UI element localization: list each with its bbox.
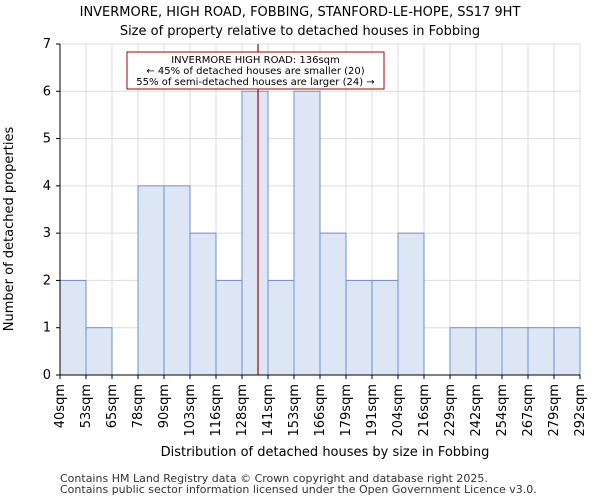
- bar-229sqm: [449, 327, 477, 376]
- x-tick-label: 40sqm: [53, 384, 68, 428]
- y-tick-label: 5: [43, 132, 51, 147]
- annotation-line-3: 55% of semi-detached houses are larger (…: [136, 77, 374, 88]
- bar-78sqm: [137, 185, 165, 376]
- axes: 0 1 2 3 4 5 6 7 40sqm 53sqm 65sqm 78sqm 90sqm 103sqm 1…: [43, 37, 588, 437]
- x-tick-label: 229sqm: [443, 384, 458, 437]
- bar-267sqm: [527, 327, 555, 376]
- bar-254sqm: [501, 327, 529, 376]
- y-tick-label: 3: [43, 226, 51, 241]
- bar-179sqm: [345, 279, 373, 376]
- bar-53sqm: [85, 327, 113, 376]
- bar-103sqm: [189, 232, 217, 376]
- bar-242sqm: [475, 327, 503, 376]
- x-tick-label: 90sqm: [157, 384, 172, 428]
- footer-line-2: Contains public sector information licen…: [60, 483, 537, 496]
- bar-40sqm: [59, 279, 87, 376]
- x-tick-label: 153sqm: [287, 384, 302, 437]
- x-tick-label: 242sqm: [469, 384, 484, 437]
- y-tick-label: 2: [43, 273, 51, 288]
- x-tick-label: 128sqm: [235, 384, 250, 437]
- bar-141sqm: [267, 279, 295, 376]
- x-tick-label: 78sqm: [131, 384, 146, 428]
- x-tick-label: 103sqm: [183, 384, 198, 437]
- x-tick-label: 53sqm: [79, 384, 94, 428]
- x-tick-label: 166sqm: [313, 384, 328, 437]
- x-tick-label: 116sqm: [209, 384, 224, 437]
- bar-191sqm: [371, 279, 399, 376]
- bar-166sqm: [319, 232, 347, 376]
- property-marker: INVERMORE HIGH ROAD: 136sqm← 45% of deta…: [126, 44, 385, 375]
- bar-279sqm: [553, 327, 581, 376]
- annotation-box: [126, 51, 385, 90]
- x-tick-label: 216sqm: [417, 384, 432, 437]
- x-tick-label: 254sqm: [495, 384, 510, 437]
- bar-153sqm: [293, 90, 321, 376]
- y-tick-label: 0: [43, 368, 51, 383]
- x-tick-label: 267sqm: [521, 384, 536, 437]
- x-axis-label: Distribution of detached houses by size …: [161, 445, 490, 460]
- y-tick-label: 6: [43, 84, 51, 99]
- annotation-line-2: ← 45% of detached houses are smaller (20…: [146, 66, 364, 77]
- bar-90sqm: [163, 185, 191, 376]
- x-tick-label: 65sqm: [105, 384, 120, 428]
- x-tick-label: 191sqm: [365, 384, 380, 437]
- footer-line-1: Contains HM Land Registry data © Crown c…: [60, 472, 488, 485]
- x-tick-label: 204sqm: [391, 384, 406, 437]
- x-tick-label: 292sqm: [573, 384, 588, 437]
- x-tick-label: 141sqm: [261, 384, 276, 437]
- bar-128sqm: [241, 90, 269, 376]
- y-axis-label: Number of detached properties: [2, 127, 17, 332]
- y-tick-label: 4: [43, 179, 51, 194]
- bars: [59, 90, 581, 376]
- y-tick-label: 7: [43, 37, 51, 52]
- annotation-line-1: INVERMORE HIGH ROAD: 136sqm: [171, 55, 340, 66]
- bar-204sqm: [397, 232, 425, 376]
- chart-subtitle: Size of property relative to detached ho…: [120, 24, 480, 39]
- x-tick-label: 179sqm: [339, 384, 354, 437]
- x-tick-label: 279sqm: [547, 384, 562, 437]
- chart-title: INVERMORE, HIGH ROAD, FOBBING, STANFORD-…: [80, 5, 521, 20]
- y-tick-label: 1: [43, 321, 51, 336]
- bar-116sqm: [215, 279, 243, 376]
